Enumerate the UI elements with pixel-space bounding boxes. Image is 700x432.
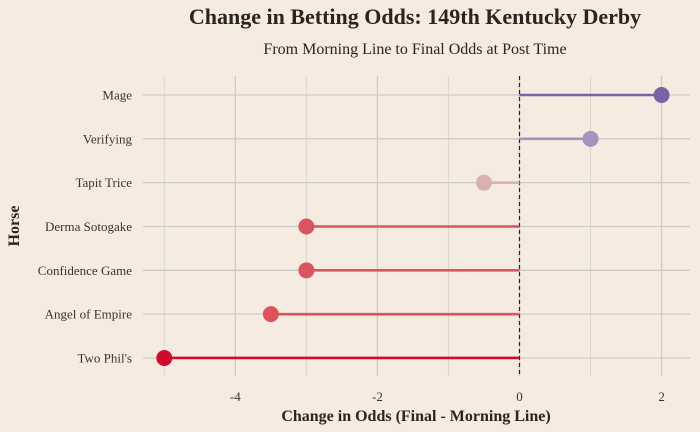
lollipop-point	[475, 174, 492, 191]
x-tick-label: 2	[658, 389, 665, 404]
x-tick-label: 0	[516, 389, 523, 404]
x-tick-label: -2	[372, 389, 383, 404]
y-tick-label: Mage	[102, 88, 132, 103]
chart-title: Change in Betting Odds: 149th Kentucky D…	[188, 4, 642, 29]
x-axis-title: Change in Odds (Final - Morning Line)	[281, 408, 550, 425]
y-tick-label: Confidence Game	[38, 263, 132, 278]
lollipop-point	[653, 87, 670, 103]
y-tick-label: Verifying	[83, 131, 133, 146]
x-tick-labels: -4 -2 0 2	[230, 389, 665, 404]
y-tick-label: Two Phil's	[77, 350, 132, 365]
stem-layer	[164, 93, 662, 360]
y-tick-labels: Mage Verifying Tapit Trice Derma Sotogake Co…	[38, 88, 133, 366]
dot-layer	[156, 87, 670, 366]
lollipop-point	[298, 218, 315, 235]
x-tick-label: -4	[230, 389, 241, 404]
lollipop-point	[156, 349, 173, 366]
y-axis-title: Horse	[6, 206, 23, 247]
lollipop-point	[262, 306, 279, 323]
y-tick-label: Tapit Trice	[75, 175, 132, 190]
lollipop-point	[298, 262, 315, 279]
y-tick-label: Angel of Empire	[45, 307, 133, 322]
chart-subtitle: From Morning Line to Final Odds at Post …	[263, 41, 567, 58]
lollipop-point	[582, 130, 599, 147]
y-tick-label: Derma Sotogake	[45, 219, 132, 234]
